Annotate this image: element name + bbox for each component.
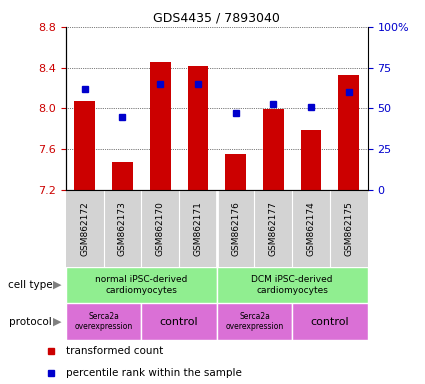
Text: ▶: ▶	[53, 280, 62, 290]
Bar	[74, 101, 95, 190]
Text: GSM862171: GSM862171	[193, 201, 202, 256]
Text: ▶: ▶	[53, 316, 62, 327]
Bar	[292, 303, 368, 340]
Bar	[225, 154, 246, 190]
Text: DCM iPSC-derived
cardiomyocytes: DCM iPSC-derived cardiomyocytes	[252, 275, 333, 295]
Text: normal iPSC-derived
cardiomyocytes: normal iPSC-derived cardiomyocytes	[95, 275, 187, 295]
Text: GSM862173: GSM862173	[118, 201, 127, 256]
Text: Serca2a
overexpression: Serca2a overexpression	[225, 312, 283, 331]
Text: control: control	[311, 316, 349, 327]
Text: GSM862176: GSM862176	[231, 201, 240, 256]
Bar	[217, 267, 368, 303]
Bar	[338, 75, 359, 190]
Text: transformed count: transformed count	[66, 346, 163, 356]
Bar	[66, 267, 217, 303]
Text: control: control	[160, 316, 198, 327]
Text: GSM862174: GSM862174	[306, 201, 315, 256]
Text: GSM862177: GSM862177	[269, 201, 278, 256]
Text: GSM862175: GSM862175	[344, 201, 353, 256]
Bar	[112, 162, 133, 190]
Text: protocol: protocol	[8, 316, 51, 327]
Bar	[141, 303, 217, 340]
Bar	[300, 130, 321, 190]
Bar	[217, 303, 292, 340]
Bar	[150, 61, 170, 190]
Bar	[263, 109, 284, 190]
Bar	[66, 303, 141, 340]
Text: GSM862170: GSM862170	[156, 201, 164, 256]
Bar	[187, 66, 208, 190]
Text: GSM862172: GSM862172	[80, 201, 89, 256]
Text: Serca2a
overexpression: Serca2a overexpression	[74, 312, 133, 331]
Title: GDS4435 / 7893040: GDS4435 / 7893040	[153, 11, 280, 24]
Text: percentile rank within the sample: percentile rank within the sample	[66, 368, 242, 378]
Text: cell type: cell type	[8, 280, 53, 290]
